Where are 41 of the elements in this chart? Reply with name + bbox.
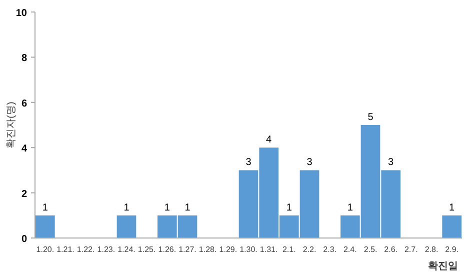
data-label: 3 [388,157,394,168]
x-tick-label: 1.25. [138,245,156,254]
y-tick-label: 4 [21,144,28,155]
x-tick-label: 1.27. [178,245,196,254]
x-tick-label: 1.24. [118,245,136,254]
data-label: 1 [164,202,170,214]
x-tick-label: 2.5. [364,245,378,254]
y-axis-title: 확진자(명) [6,102,17,148]
x-tick-label: 1.22. [76,245,95,254]
x-tick-label: 2.6. [384,245,398,254]
x-tick-label: 1.20. [36,245,54,254]
x-tick-label: 2.3. [323,245,337,254]
data-label: 1 [347,202,354,214]
data-label: 1 [449,202,456,214]
x-tick-label: 1.21. [56,245,74,254]
x-tick-label: 2.7. [404,245,418,254]
x-axis-title: 확진일 [428,261,458,272]
x-tick-label: 1.28. [198,245,217,254]
x-tick-label: 1.31. [260,245,278,254]
y-tick-label: 8 [21,53,28,64]
x-tick-label: 1.26. [158,245,176,254]
x-tick-label: 1.23. [97,245,116,254]
y-tick-label: 6 [21,98,28,110]
x-tick-label: 1.30. [240,245,258,254]
data-label: 1 [286,202,292,214]
data-label: 1 [42,202,48,214]
data-label: 5 [368,112,374,123]
data-label: 3 [246,157,252,168]
x-tick-label: 2.9. [445,245,459,254]
x-tick-label: 2.8. [424,245,438,254]
x-tick-label: 2.2. [302,245,316,254]
y-tick-label: 0 [21,234,28,245]
data-label: 1 [184,202,191,214]
data-label: 3 [306,157,313,168]
x-tick-label: 2.4. [343,245,357,254]
data-label: 1 [124,202,130,214]
x-tick-label: 2.1. [282,245,296,254]
data-label: 4 [266,134,272,146]
y-tick-label: 2 [21,188,28,200]
x-tick-label: 1.29. [219,245,238,254]
y-tick-label: 10 [16,8,28,19]
